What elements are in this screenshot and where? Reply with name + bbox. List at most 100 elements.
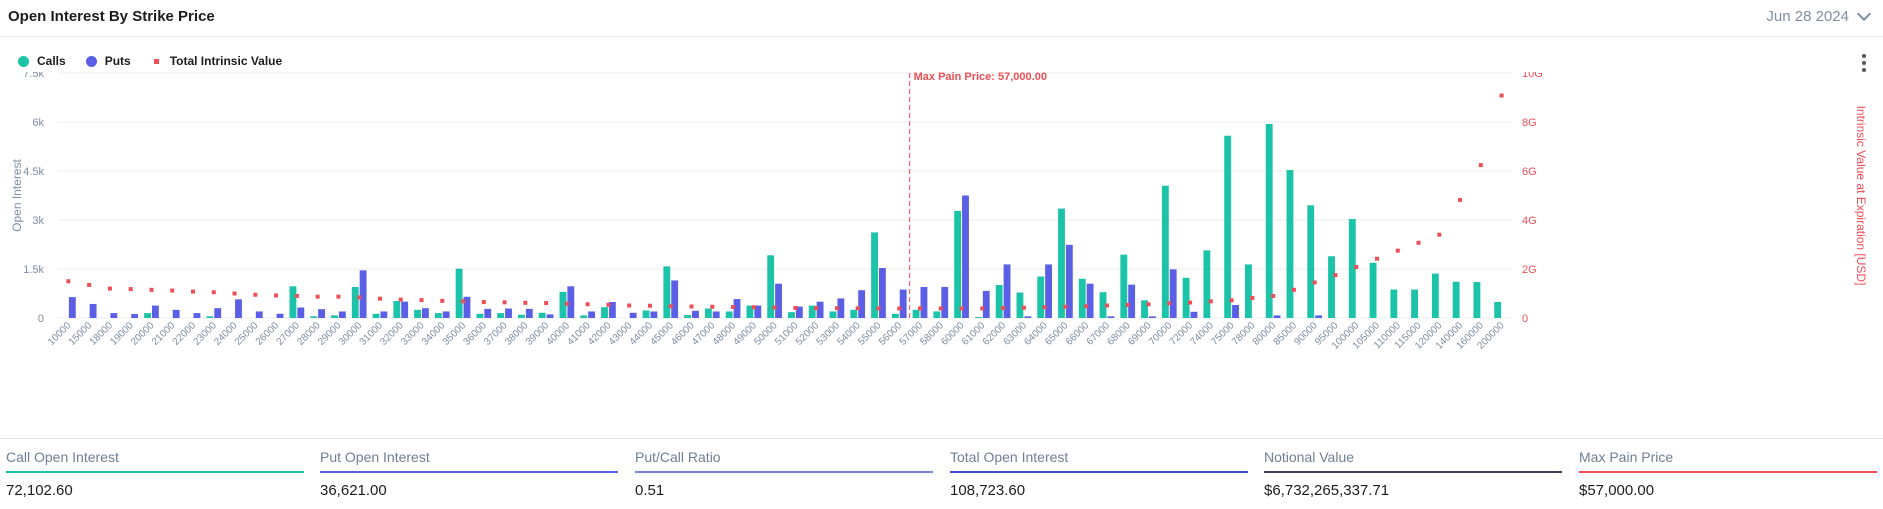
intrinsic-value-point <box>834 306 839 311</box>
intrinsic-value-point <box>170 288 175 293</box>
intrinsic-value-point <box>751 305 756 310</box>
intrinsic-value-point <box>1229 298 1234 303</box>
call-bar <box>995 285 1003 318</box>
put-bar <box>1273 315 1281 318</box>
call-bar <box>497 313 505 318</box>
intrinsic-value-point <box>855 306 860 311</box>
page-title: Open Interest By Strike Price <box>8 8 215 25</box>
expiry-date-dropdown[interactable]: Jun 28 2024 <box>1766 6 1872 25</box>
intrinsic-value-point <box>232 291 237 296</box>
put-bar <box>754 305 762 318</box>
put-bar <box>712 311 720 318</box>
call-bar <box>663 266 671 318</box>
put-bar <box>588 311 596 318</box>
call-bar <box>414 309 421 318</box>
call-bar <box>767 255 775 318</box>
call-bar <box>601 307 608 318</box>
call-bar <box>642 310 650 318</box>
stat-label: Max Pain Price <box>1579 449 1674 465</box>
y-tick-label: 3k <box>32 215 44 227</box>
put-bar <box>650 311 658 318</box>
more-options-icon[interactable] <box>1861 54 1867 72</box>
put-bar <box>484 308 492 318</box>
intrinsic-value-point <box>211 290 216 295</box>
intrinsic-value-point <box>544 301 549 306</box>
intrinsic-value-point <box>1125 303 1130 308</box>
put-bar <box>193 313 201 318</box>
call-bar <box>1182 277 1190 318</box>
stat-underline <box>950 471 1248 473</box>
call-bar <box>1348 219 1356 318</box>
header-divider <box>0 36 1883 37</box>
call-bar <box>518 314 525 318</box>
stat-max-pain-price: Max Pain Price $57,000.00 <box>1579 449 1877 499</box>
intrinsic-value-point <box>315 294 320 299</box>
put-bar <box>692 310 699 318</box>
y2-tick-label: 4G <box>1522 215 1537 227</box>
put-bar <box>1003 264 1011 318</box>
put-bar <box>422 308 429 318</box>
legend-label-calls: Calls <box>37 54 66 68</box>
intrinsic-value-point <box>398 297 403 302</box>
put-bar <box>442 311 450 318</box>
intrinsic-value-point <box>876 306 881 311</box>
stat-value: $6,732,265,337.71 <box>1264 482 1390 499</box>
call-bar <box>1452 281 1460 318</box>
call-bar <box>1058 208 1065 318</box>
call-bar <box>1286 170 1294 318</box>
chart-legend: Calls Puts Total Intrinsic Value <box>18 54 282 68</box>
intrinsic-value-point <box>668 304 673 309</box>
put-bar <box>733 299 741 318</box>
call-bar <box>746 305 754 318</box>
call-bar <box>455 268 463 318</box>
stat-underline <box>1579 471 1877 473</box>
intrinsic-value-point <box>107 286 112 291</box>
put-bar <box>816 301 824 318</box>
put-bar <box>338 311 346 318</box>
y2-tick-label: 2G <box>1522 264 1537 276</box>
call-bar <box>434 313 442 318</box>
put-bar <box>1045 264 1052 318</box>
y2-axis-title: Intrinsic Value at Expiration [USD] <box>1854 106 1868 286</box>
call-bar <box>1037 276 1045 318</box>
intrinsic-value-point <box>585 302 590 307</box>
intrinsic-value-point <box>128 287 133 292</box>
legend-item-calls[interactable]: Calls <box>18 54 66 68</box>
call-bar <box>1265 123 1273 319</box>
stat-label: Put Open Interest <box>320 449 430 465</box>
intrinsic-value-point <box>1395 248 1400 253</box>
y2-tick-label: 8G <box>1522 117 1537 129</box>
call-bar <box>912 309 920 318</box>
y-tick-label: 4.5k <box>23 166 44 178</box>
put-bar <box>214 308 222 318</box>
intrinsic-value-point <box>1250 295 1255 300</box>
call-bar <box>559 291 567 318</box>
intrinsic-value-point <box>959 306 964 311</box>
put-bar <box>172 309 180 318</box>
put-bar <box>629 312 637 318</box>
intrinsic-value-point <box>897 306 902 311</box>
intrinsic-value-point <box>1312 280 1317 285</box>
intrinsic-value-point <box>1042 305 1047 310</box>
call-bar <box>684 315 692 318</box>
put-bar <box>380 311 388 318</box>
intrinsic-value-point <box>523 300 528 305</box>
stat-underline <box>635 471 933 473</box>
intrinsic-value-point <box>253 292 258 297</box>
intrinsic-value-point <box>1478 163 1483 168</box>
legend-item-puts[interactable]: Puts <box>85 54 131 68</box>
call-bar <box>538 312 546 318</box>
puts-swatch-icon <box>85 55 97 67</box>
call-bar <box>1203 250 1211 318</box>
stat-underline <box>320 471 618 473</box>
put-bar <box>297 307 305 318</box>
intrinsic-value-point <box>66 279 71 284</box>
put-bar <box>775 283 782 318</box>
legend-item-intrinsic[interactable]: Total Intrinsic Value <box>151 54 282 68</box>
put-bar <box>1169 269 1177 318</box>
stat-underline <box>6 471 304 473</box>
legend-label-intrinsic: Total Intrinsic Value <box>169 54 283 68</box>
put-bar <box>671 280 679 318</box>
stat-label: Put/Call Ratio <box>635 449 721 465</box>
put-bar <box>962 195 969 318</box>
